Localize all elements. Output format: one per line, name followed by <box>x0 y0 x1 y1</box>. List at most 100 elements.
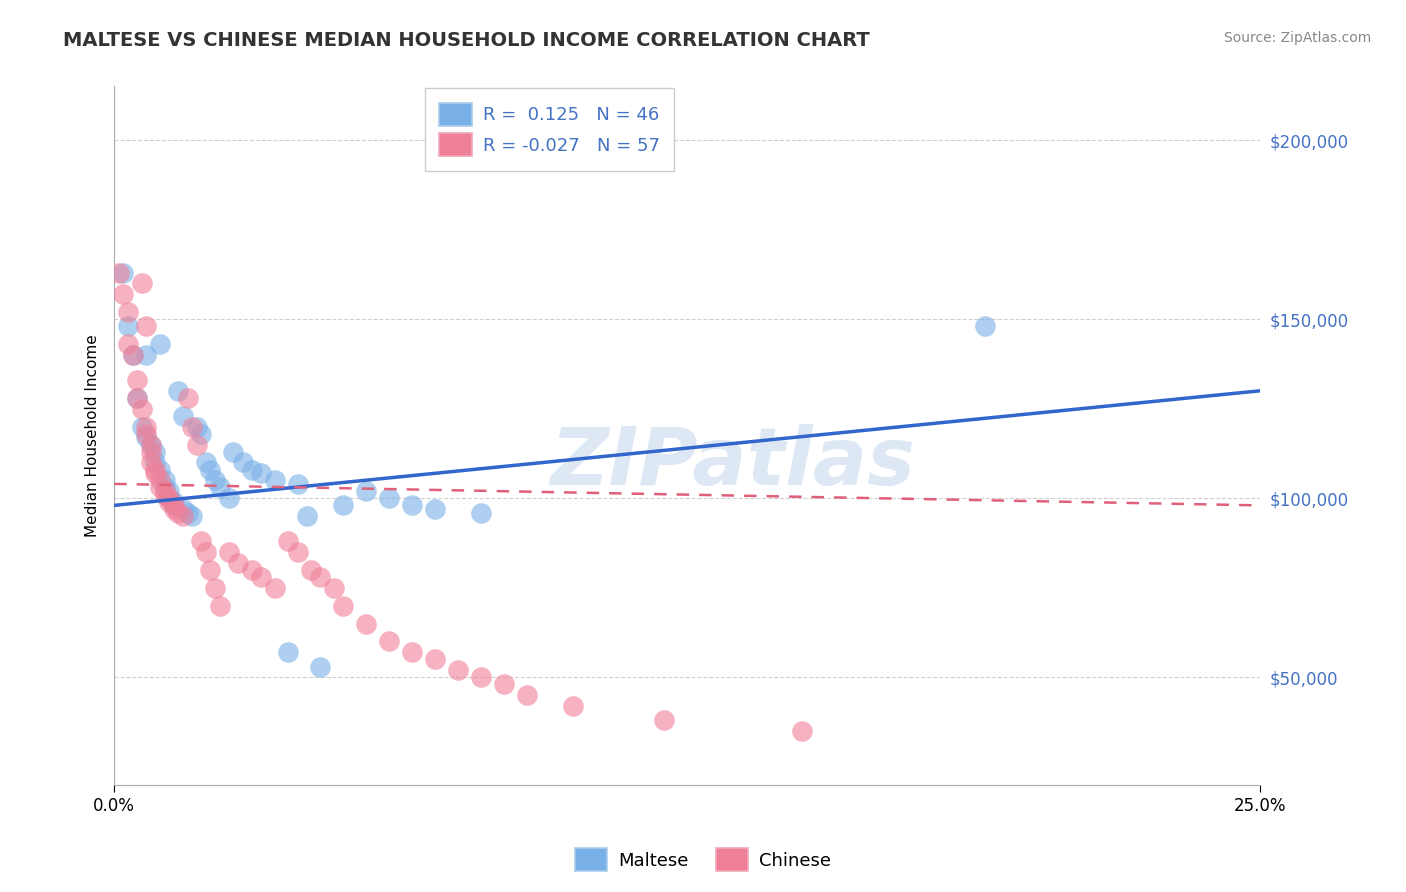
Point <box>149 337 172 351</box>
Point <box>135 430 157 444</box>
Point <box>204 473 226 487</box>
Point <box>516 688 538 702</box>
Point <box>139 437 162 451</box>
Point <box>153 484 176 499</box>
Point <box>145 444 167 458</box>
Text: Source: ZipAtlas.com: Source: ZipAtlas.com <box>1223 31 1371 45</box>
Point <box>295 509 318 524</box>
Point <box>401 645 423 659</box>
Text: ZIPatlas: ZIPatlas <box>550 425 915 502</box>
Point <box>139 444 162 458</box>
Point <box>145 466 167 480</box>
Point <box>200 563 222 577</box>
Point <box>190 426 212 441</box>
Point <box>112 266 135 280</box>
Point <box>200 462 222 476</box>
Point <box>974 319 997 334</box>
Point <box>332 499 354 513</box>
Point <box>790 724 813 739</box>
Point <box>149 473 172 487</box>
Point <box>186 437 208 451</box>
Point <box>121 348 143 362</box>
Point <box>139 437 162 451</box>
Point <box>652 713 675 727</box>
Point <box>153 473 176 487</box>
Point <box>139 455 162 469</box>
Point <box>181 419 204 434</box>
Point <box>218 491 240 506</box>
Point <box>135 319 157 334</box>
Point <box>263 473 285 487</box>
Point <box>277 645 299 659</box>
Point <box>149 462 172 476</box>
Point <box>226 556 249 570</box>
Point <box>153 488 176 502</box>
Point <box>117 305 139 319</box>
Point <box>299 563 322 577</box>
Point <box>121 348 143 362</box>
Legend: R =  0.125   N = 46, R = -0.027   N = 57: R = 0.125 N = 46, R = -0.027 N = 57 <box>425 88 675 171</box>
Point <box>117 319 139 334</box>
Point <box>157 491 180 506</box>
Point <box>240 563 263 577</box>
Point <box>287 476 309 491</box>
Point <box>378 634 401 648</box>
Point <box>163 495 186 509</box>
Text: MALTESE VS CHINESE MEDIAN HOUSEHOLD INCOME CORRELATION CHART: MALTESE VS CHINESE MEDIAN HOUSEHOLD INCO… <box>63 31 870 50</box>
Point <box>135 419 157 434</box>
Point <box>153 481 176 495</box>
Point <box>309 659 332 673</box>
Point <box>181 509 204 524</box>
Point <box>131 277 153 291</box>
Point <box>127 373 149 387</box>
Point <box>354 484 377 499</box>
Point <box>218 545 240 559</box>
Point <box>117 337 139 351</box>
Point <box>250 466 273 480</box>
Point <box>378 491 401 506</box>
Point <box>332 599 354 613</box>
Point <box>131 419 153 434</box>
Point <box>176 506 198 520</box>
Point <box>354 616 377 631</box>
Point <box>194 455 217 469</box>
Point <box>287 545 309 559</box>
Point <box>208 599 231 613</box>
Point <box>112 287 135 301</box>
Point <box>208 481 231 495</box>
Point <box>447 663 470 677</box>
Point <box>231 455 253 469</box>
Point <box>157 491 180 506</box>
Point <box>167 506 190 520</box>
Point <box>492 677 515 691</box>
Point <box>204 581 226 595</box>
Point <box>149 481 172 495</box>
Point <box>240 462 263 476</box>
Point <box>194 545 217 559</box>
Point <box>167 384 190 398</box>
Legend: Maltese, Chinese: Maltese, Chinese <box>568 841 838 879</box>
Point <box>145 455 167 469</box>
Y-axis label: Median Household Income: Median Household Income <box>86 334 100 537</box>
Point <box>172 509 194 524</box>
Point <box>135 426 157 441</box>
Point <box>145 462 167 476</box>
Point <box>186 419 208 434</box>
Point <box>470 670 492 684</box>
Point <box>163 499 186 513</box>
Point <box>131 401 153 416</box>
Point <box>157 484 180 499</box>
Point <box>163 499 186 513</box>
Point <box>172 502 194 516</box>
Point <box>263 581 285 595</box>
Point <box>470 506 492 520</box>
Point <box>172 409 194 423</box>
Point <box>561 698 583 713</box>
Point <box>127 391 149 405</box>
Point <box>135 348 157 362</box>
Point <box>222 444 245 458</box>
Point <box>423 502 446 516</box>
Point <box>401 499 423 513</box>
Point <box>250 570 273 584</box>
Point <box>190 534 212 549</box>
